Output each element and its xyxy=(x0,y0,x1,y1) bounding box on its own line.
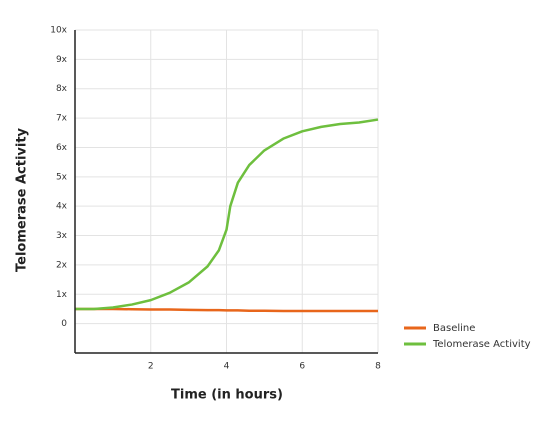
x-tick-label: 6 xyxy=(299,362,305,372)
y-tick-label: 10x xyxy=(50,26,67,36)
y-tick-label: 9x xyxy=(56,55,68,65)
y-tick-label: 1x xyxy=(56,290,68,300)
x-axis-title: Time (in hours) xyxy=(171,388,283,403)
x-tick-label: 8 xyxy=(375,362,381,372)
y-tick-label: 2x xyxy=(56,260,68,270)
legend-label: Baseline xyxy=(433,323,475,334)
series-line xyxy=(75,118,379,311)
y-tick-label: 6x xyxy=(56,143,68,153)
x-tick-label: 2 xyxy=(148,362,154,372)
y-tick-label: 3x xyxy=(56,231,68,241)
y-tick-label: 8x xyxy=(56,84,68,94)
y-tick-label: 0 xyxy=(61,319,67,329)
x-tick-label: 4 xyxy=(224,362,230,372)
y-axis-title: Telomerase Activity xyxy=(15,127,30,272)
y-tick-label: 5x xyxy=(56,172,68,182)
y-tick-label: 4x xyxy=(56,202,68,212)
series-line xyxy=(75,307,378,313)
legend-label: Telomerase Activity xyxy=(432,339,531,350)
y-tick-label: 7x xyxy=(56,114,68,124)
